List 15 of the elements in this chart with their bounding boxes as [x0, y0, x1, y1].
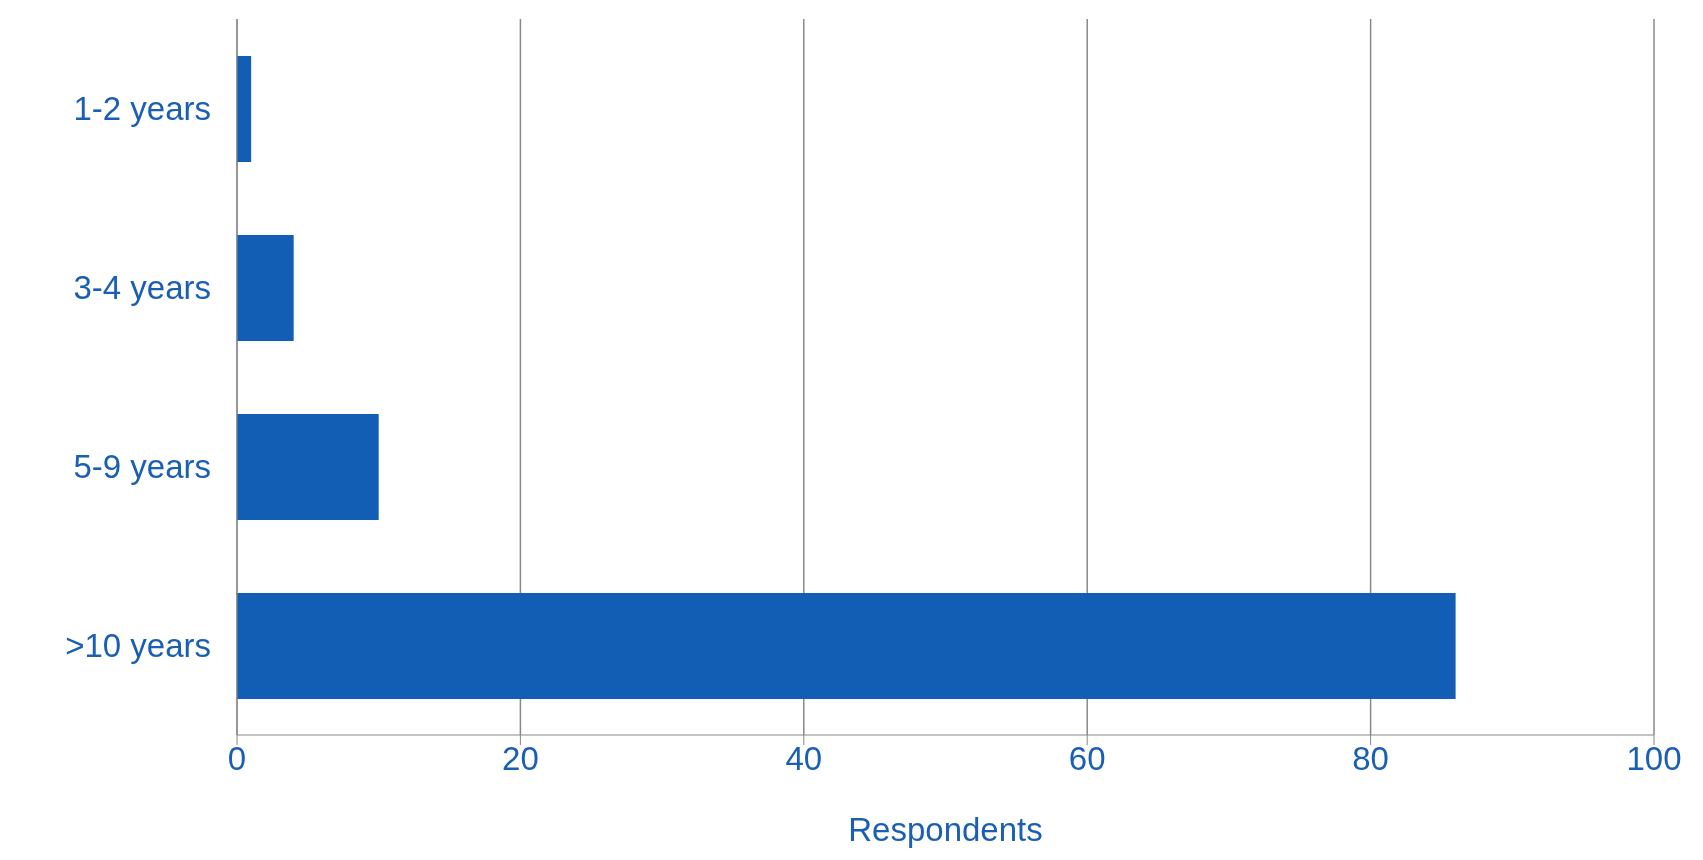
x-tick-label: 0	[227, 740, 247, 778]
y-tick-label: 5-9 years	[73, 448, 211, 486]
y-tick-label: >10 years	[65, 627, 211, 665]
bar	[237, 593, 1456, 699]
x-tick-label: 80	[1352, 740, 1389, 778]
x-tick-label: 40	[785, 740, 823, 778]
bar	[237, 56, 252, 162]
y-tick-label: 3-4 years	[73, 269, 211, 307]
x-tick-label: 100	[1626, 740, 1682, 778]
x-axis-title: Respondents	[848, 811, 1043, 848]
y-tick-label: 1-2 years	[73, 90, 211, 128]
bar	[237, 235, 294, 341]
x-tick-label: 60	[1068, 740, 1106, 778]
bar	[237, 414, 379, 520]
x-tick-label: 20	[502, 740, 539, 778]
